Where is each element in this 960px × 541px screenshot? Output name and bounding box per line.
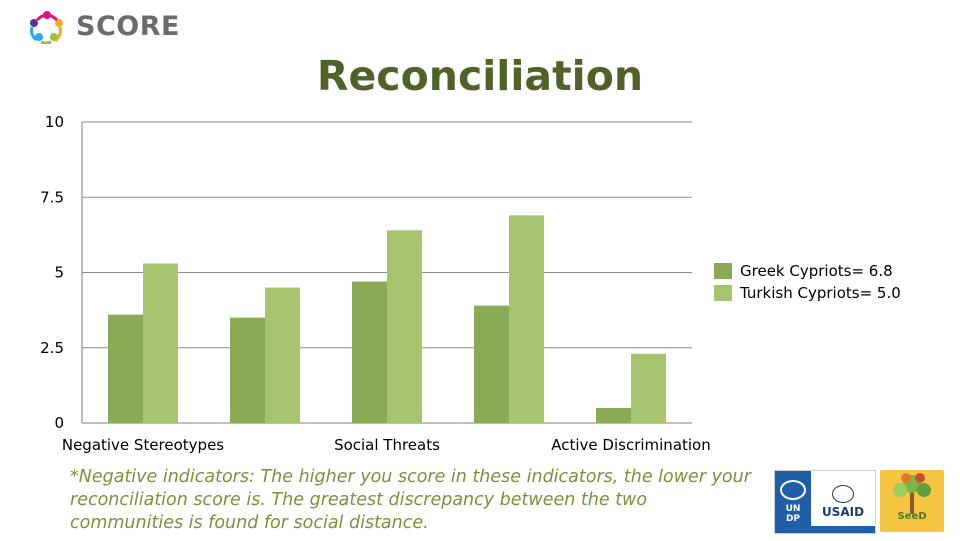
un-emblem-icon xyxy=(780,480,806,500)
bar xyxy=(596,407,631,423)
slide-title: Reconciliation xyxy=(316,52,644,100)
seed-logo: SeeD xyxy=(880,470,944,532)
bar xyxy=(265,287,300,423)
y-tick-label: 2.5 xyxy=(40,339,64,357)
bar xyxy=(509,215,544,423)
bar xyxy=(387,230,422,423)
x-tick-label: Active Discrimination xyxy=(551,436,711,454)
bar xyxy=(108,314,143,423)
legend-item: Greek Cypriots= 6.8 xyxy=(714,260,901,282)
x-tick-label: Social Threats xyxy=(334,436,440,454)
bar xyxy=(143,263,178,423)
y-tick-label: 5 xyxy=(54,264,64,282)
usaid-seal-icon xyxy=(832,485,854,503)
undp-block: UN DP xyxy=(775,471,811,533)
legend-item: Turkish Cypriots= 5.0 xyxy=(714,282,901,304)
chart-legend: Greek Cypriots= 6.8 Turkish Cypriots= 5.0 xyxy=(714,260,901,304)
usaid-text: USAID xyxy=(821,505,865,519)
bar xyxy=(230,317,265,423)
tree-icon xyxy=(893,473,931,514)
brand-name: SCORE xyxy=(76,10,180,42)
undp-letters: UN DP xyxy=(785,504,801,524)
undp-usaid-logo: UN DP USAID xyxy=(774,470,876,534)
y-tick-label: 10 xyxy=(45,113,64,131)
bar xyxy=(352,281,387,423)
score-people-circle-icon xyxy=(30,11,63,44)
score-logo: SCORE xyxy=(24,8,180,44)
legend-swatch xyxy=(714,263,732,279)
undp-strip xyxy=(775,526,875,533)
legend-label: Turkish Cypriots= 5.0 xyxy=(740,284,901,302)
footnote: *Negative indicators: The higher you sco… xyxy=(70,467,751,533)
bar xyxy=(474,305,509,423)
legend-swatch xyxy=(714,285,732,301)
y-tick-label: 7.5 xyxy=(40,188,64,206)
x-tick-label: Negative Stereotypes xyxy=(62,436,224,454)
seed-text: SeeD xyxy=(897,511,927,522)
legend-label: Greek Cypriots= 6.8 xyxy=(740,262,893,280)
y-tick-label: 0 xyxy=(54,414,64,432)
bar xyxy=(631,353,666,423)
usaid-block: USAID xyxy=(811,471,875,533)
